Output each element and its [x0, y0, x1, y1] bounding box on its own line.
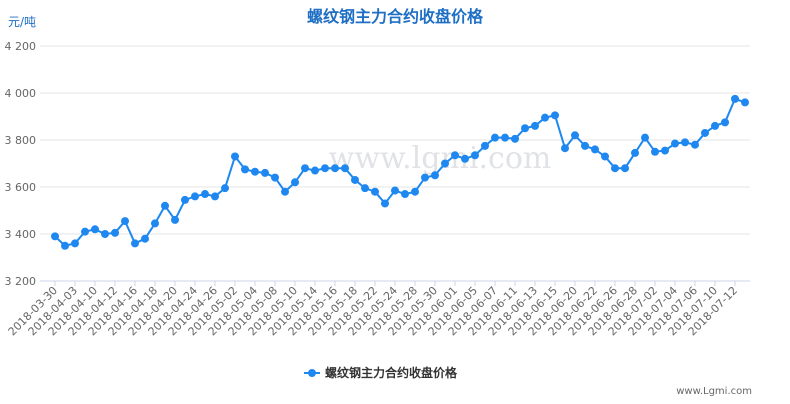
point [471, 151, 479, 160]
point [311, 166, 319, 175]
point [601, 152, 609, 161]
y-tick-label: 3 800 [5, 134, 37, 147]
point [581, 141, 589, 150]
point [561, 144, 569, 153]
point [111, 228, 119, 237]
y-axis-label: 元/吨 [8, 15, 36, 29]
point [741, 98, 749, 107]
point [61, 241, 69, 250]
point [661, 146, 669, 155]
point [81, 227, 89, 236]
point [341, 164, 349, 173]
point [331, 164, 339, 173]
point [451, 151, 459, 160]
point [411, 187, 419, 196]
credit: www.Lgmi.com [676, 386, 752, 397]
point [731, 94, 739, 103]
point [141, 234, 149, 243]
y-tick-label: 3 200 [5, 275, 37, 288]
point [521, 124, 529, 133]
point [681, 138, 689, 147]
point [571, 131, 579, 140]
point [51, 232, 59, 241]
point [501, 133, 509, 142]
point [271, 173, 279, 182]
point [641, 133, 649, 142]
point [441, 159, 449, 168]
point [691, 140, 699, 149]
point [251, 167, 259, 176]
chart-title: 螺纹钢主力合约收盘价格 [307, 7, 484, 26]
point [431, 171, 439, 180]
point [181, 195, 189, 204]
point [91, 225, 99, 234]
point [191, 192, 199, 201]
point [131, 239, 139, 248]
point [221, 184, 229, 193]
y-tick-label: 3 400 [5, 228, 37, 241]
legend-label: 螺纹钢主力合约收盘价格 [325, 365, 458, 380]
point [241, 165, 249, 174]
point [511, 134, 519, 143]
point [201, 190, 209, 199]
point [261, 168, 269, 177]
point [231, 152, 239, 161]
point [481, 141, 489, 150]
point [551, 111, 559, 120]
point [461, 154, 469, 163]
point [631, 148, 639, 157]
point [711, 121, 719, 130]
point [71, 239, 79, 248]
point [671, 139, 679, 148]
point [291, 178, 299, 187]
point [171, 215, 179, 224]
point [541, 113, 549, 122]
point [301, 164, 309, 173]
point [211, 192, 219, 201]
point [491, 133, 499, 142]
point [531, 121, 539, 130]
point [151, 219, 159, 228]
point [591, 145, 599, 154]
point [101, 230, 109, 238]
line [54, 97, 746, 247]
point [161, 201, 169, 210]
y-tick-label: 3 600 [5, 181, 37, 194]
y-tick-label: 4 000 [5, 87, 37, 100]
point [621, 164, 629, 173]
point [361, 184, 369, 193]
point [321, 164, 329, 173]
point [281, 187, 289, 196]
point [651, 147, 659, 156]
point [391, 186, 399, 195]
point [721, 118, 729, 127]
point [371, 187, 379, 196]
point [121, 217, 129, 226]
point [611, 164, 619, 173]
point [401, 190, 409, 199]
y-tick-label: 4 200 [5, 40, 37, 53]
point [701, 128, 709, 137]
point [381, 199, 389, 208]
point [421, 173, 429, 182]
legend-marker [308, 369, 316, 377]
point [351, 175, 359, 184]
